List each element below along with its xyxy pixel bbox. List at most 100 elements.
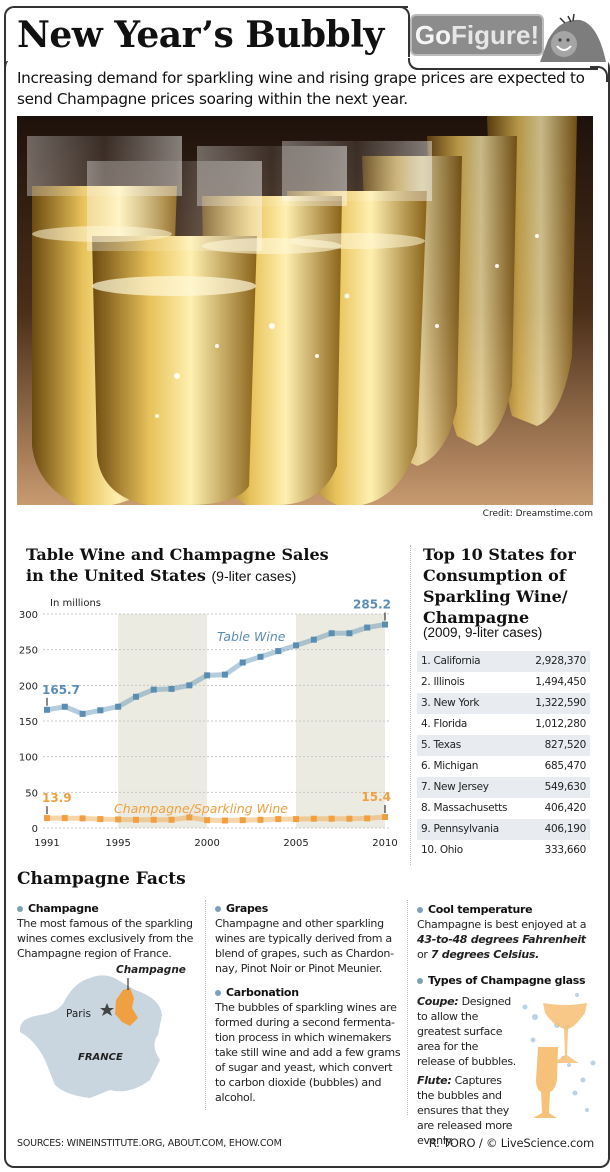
data-point — [44, 815, 50, 822]
data-point — [239, 659, 246, 666]
data-point — [346, 630, 353, 637]
table-row: 2. Illinois 1,494,450 — [417, 672, 590, 693]
sources: SOURCES: WINEINSTITUTE.ORG, ABOUT.COM, E… — [17, 1138, 282, 1149]
data-point — [61, 815, 68, 822]
map-city-label: Paris — [66, 1008, 91, 1020]
state-name: 9. Pennsylvania — [421, 823, 499, 835]
data-point — [364, 624, 371, 631]
chart-y-axis: 0 50 100 150 200 250 300 — [19, 610, 38, 835]
table-row: 6. Michigan 685,470 — [417, 756, 590, 777]
chart-series-labels: 165.7 285.2 13.9 15.4 Table Wine Champagne/Sp… — [42, 598, 391, 816]
value-annotation: 165.7 — [42, 683, 80, 697]
state-name: 1. California — [421, 655, 481, 667]
state-name: 4. Florida — [421, 718, 468, 730]
y-tick-label: 100 — [19, 753, 38, 764]
chart-title-unit: (9-liter cases) — [211, 568, 297, 584]
gofigure-badge: Go Figure! — [410, 14, 544, 56]
data-point — [97, 707, 104, 714]
coupe-glass-icon — [543, 1003, 587, 1063]
badge-figure: Figure! — [451, 19, 540, 50]
value-annotation: 285.2 — [353, 598, 391, 612]
champagne-glasses-photo — [17, 116, 593, 505]
state-name: 2. Illinois — [421, 676, 465, 688]
data-point — [150, 686, 157, 693]
data-point — [382, 814, 388, 821]
chart-x-axis: 1991 1995 2000 2005 2010 — [34, 838, 397, 849]
state-name: 8. Massachusetts — [421, 802, 508, 814]
state-value: 1,322,590 — [535, 697, 586, 709]
champagne-region — [115, 988, 138, 1026]
state-value: 406,190 — [544, 823, 587, 835]
chart-gridlines — [43, 613, 391, 829]
data-point — [150, 816, 157, 823]
fact-heading: Types of Champagne glass — [428, 974, 586, 987]
chart-title: Table Wine and Champagne Sales in the Un… — [26, 544, 329, 587]
fact-text: or — [417, 948, 431, 961]
state-value: 549,630 — [544, 781, 587, 793]
table-row: 8. Massachusetts 406,420 — [417, 798, 590, 819]
column-divider — [410, 545, 411, 865]
data-point — [132, 816, 139, 823]
state-value: 2,928,370 — [535, 655, 586, 667]
map-country-label: FRANCE — [78, 1052, 123, 1063]
data-point — [275, 648, 282, 655]
data-point — [186, 682, 193, 689]
page-title: New Year’s Bubbly — [17, 14, 384, 56]
fact-heading: Champagne — [28, 902, 99, 915]
x-tick-label: 2010 — [372, 838, 397, 849]
data-point — [79, 710, 86, 717]
data-point — [346, 815, 353, 822]
series-label-table-wine: Table Wine — [217, 629, 286, 644]
state-value: 685,470 — [544, 760, 587, 772]
frame-border — [394, 6, 410, 64]
fact-flute: Flute: Captures the bubbles and ensures … — [417, 1073, 517, 1148]
data-point — [221, 671, 228, 678]
table-row: 9. Pennsylvania 406,190 — [417, 819, 590, 840]
data-point — [204, 672, 211, 679]
map-region-label: Champagne — [116, 964, 186, 976]
fact-coupe: Coupe: Designed to allow the greatest su… — [417, 994, 517, 1069]
data-point — [328, 815, 335, 822]
table-row: 10. Ohio 333,660 — [417, 840, 590, 861]
data-point — [239, 817, 246, 824]
state-name: 6. Michigan — [421, 760, 479, 772]
fact-carbonation: Carbonation The bubbles of sparkling win… — [215, 985, 405, 1105]
data-point — [132, 693, 139, 700]
data-point — [310, 815, 317, 822]
flute-label: Flute: — [417, 1074, 452, 1087]
data-point — [168, 685, 175, 692]
fact-glass-types: Types of Champagne glass Coupe: Designed… — [417, 973, 586, 1148]
table-row: 5. Texas 827,520 — [417, 735, 590, 756]
bullet-icon — [417, 906, 423, 913]
data-point — [97, 816, 104, 823]
y-tick-label: 150 — [19, 717, 38, 728]
x-tick-label: 1991 — [34, 838, 59, 849]
data-point — [293, 816, 300, 823]
fact-heading: Grapes — [226, 902, 268, 915]
data-point — [115, 703, 122, 710]
value-annotation: 15.4 — [361, 790, 391, 804]
data-point — [364, 815, 371, 822]
frame-border — [4, 58, 610, 1168]
photo-credit: Credit: Dreamstime.com — [482, 509, 593, 519]
flute-text: Captures the bubbles and ensures that th… — [417, 1074, 513, 1147]
fact-cool-temperature: Cool temperature Champagne is best enjoy… — [417, 902, 597, 962]
fact-body: The bubbles of sparkling wines are forme… — [215, 1001, 401, 1104]
table-row: 4. Florida 1,012,280 — [417, 714, 590, 735]
france-map: Champagne Paris FRANCE — [19, 964, 186, 1098]
state-name: 5. Texas — [421, 739, 461, 751]
states-table-subtitle: (2009, 9-liter cases) — [423, 625, 543, 640]
bullet-icon — [417, 977, 423, 984]
y-tick-label: 0 — [32, 824, 38, 835]
states-table: 1. California 2,928,370 2. Illinois 1,494,… — [417, 651, 590, 861]
frame-border — [4, 6, 408, 68]
data-point — [275, 816, 282, 823]
badge-go: Go — [414, 19, 451, 50]
data-point — [257, 653, 264, 660]
intro-text: Increasing demand for sparkling wine and… — [17, 69, 585, 108]
mascot-icon — [540, 13, 606, 62]
data-point — [168, 816, 175, 823]
chart-units-label: In millions — [50, 598, 101, 609]
state-value: 1,012,280 — [535, 718, 586, 730]
